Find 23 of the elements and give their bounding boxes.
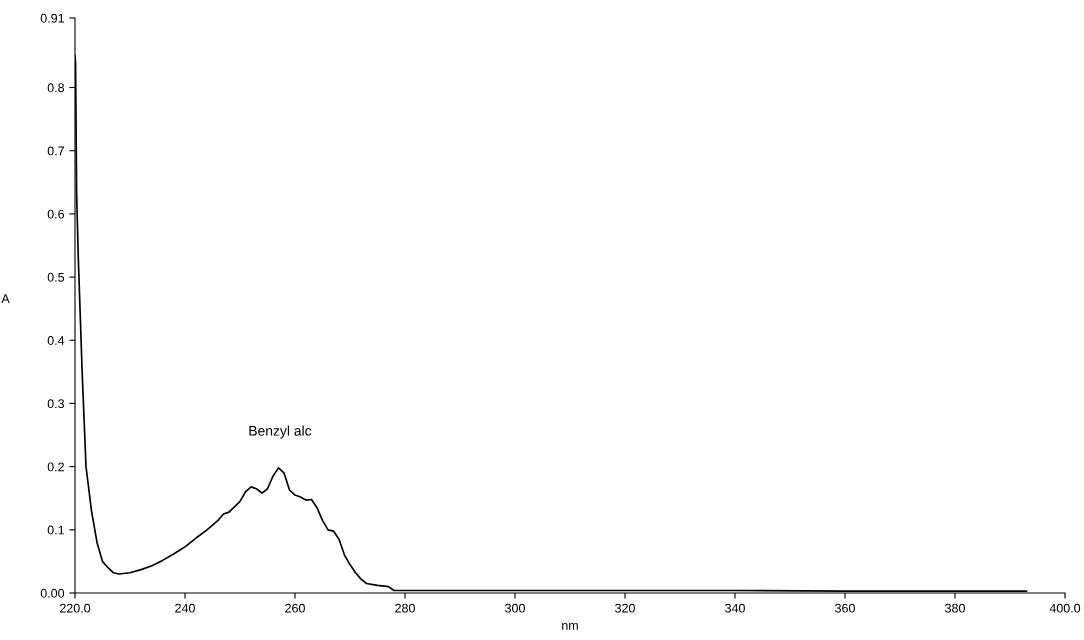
x-tick-label: 280 [395, 603, 415, 613]
x-axis-title: nm [562, 622, 578, 630]
x-tick-label: 380 [945, 603, 965, 613]
y-tick-label: 0.2 [47, 462, 64, 472]
y-tick-label: 0.7 [47, 146, 64, 156]
y-axis-title: A [1, 294, 10, 303]
x-tick-label: 400.0 [1049, 603, 1081, 613]
y-tick-label: 0.3 [47, 399, 65, 409]
x-tick-label: 360 [835, 603, 855, 613]
y-tick-label: 0.8 [47, 83, 65, 93]
y-tick-label: 0.00 [40, 588, 65, 598]
y-tick-label: 0.5 [47, 272, 65, 282]
x-tick-label: 320 [615, 603, 635, 613]
y-tick-label: 0.1 [47, 525, 64, 535]
x-tick-label: 220.0 [59, 603, 91, 613]
y-tick-label: 0.6 [47, 209, 65, 219]
x-tick-label: 300 [505, 603, 525, 613]
x-tick-label: 340 [725, 603, 745, 613]
y-tick-label: 0.4 [47, 336, 65, 345]
x-tick-label: 240 [175, 603, 195, 613]
x-tick-label: 260 [285, 603, 305, 613]
y-tick-label: 0.91 [40, 13, 64, 23]
annotation: Benzyl alc [249, 425, 312, 439]
